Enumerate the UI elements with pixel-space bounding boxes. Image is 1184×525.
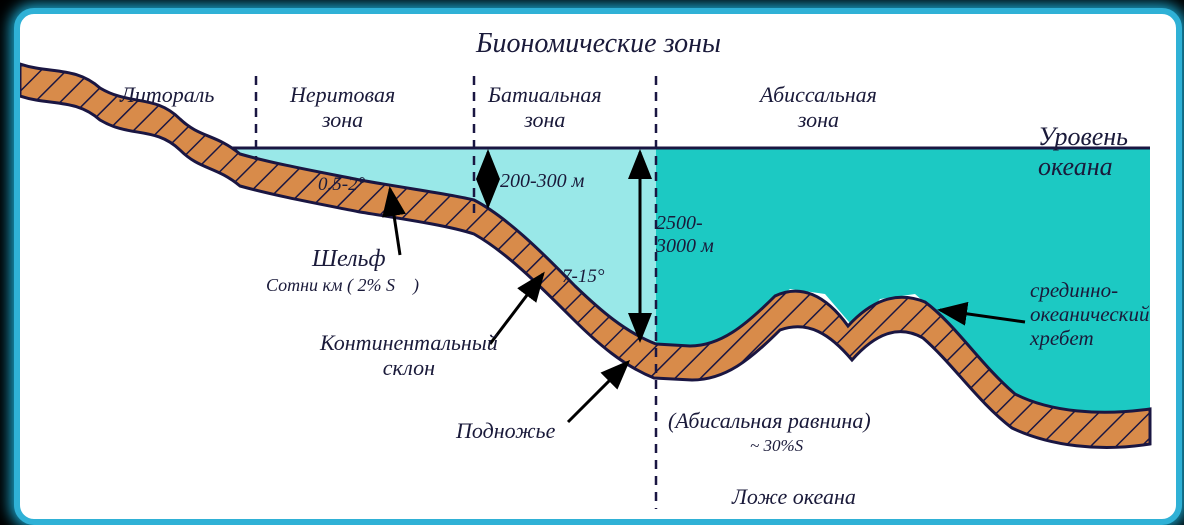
shelf-label: Шельф	[312, 246, 386, 274]
shelf-slope-angle: 0.5-2°	[318, 174, 365, 196]
abyssal-plain-sub: ~ 30%S	[750, 436, 803, 456]
sea-level-label: Уровень океана	[1038, 122, 1128, 182]
zone-littoral-label: Литораль	[120, 82, 214, 107]
zone-abyssal-label: Абиссальная зона	[760, 82, 877, 133]
slope-angle-label: 7-15°	[562, 266, 604, 288]
zone-neritic-label: Неритовая зона	[290, 82, 395, 133]
ridge-label: срединно- океанический хребет	[1030, 278, 1149, 350]
shelf-sub-label: Сотни км ( 2% S )	[266, 275, 419, 296]
ocean-floor-label: Ложе океана	[732, 484, 856, 509]
depth-slope-label: 2500- 3000 м	[656, 212, 714, 258]
zone-bathyal-label: Батиальная зона	[488, 82, 602, 133]
continental-slope-label: Континентальный склон	[320, 330, 498, 381]
abyssal-plain-label: (Абисальная равнина)	[668, 408, 871, 433]
depth-shelf-label: 200-300 м	[500, 170, 584, 193]
foot-label: Подножье	[456, 418, 555, 443]
pointer-foot	[568, 362, 628, 422]
diagram-title: Биономические зоны	[476, 28, 721, 60]
